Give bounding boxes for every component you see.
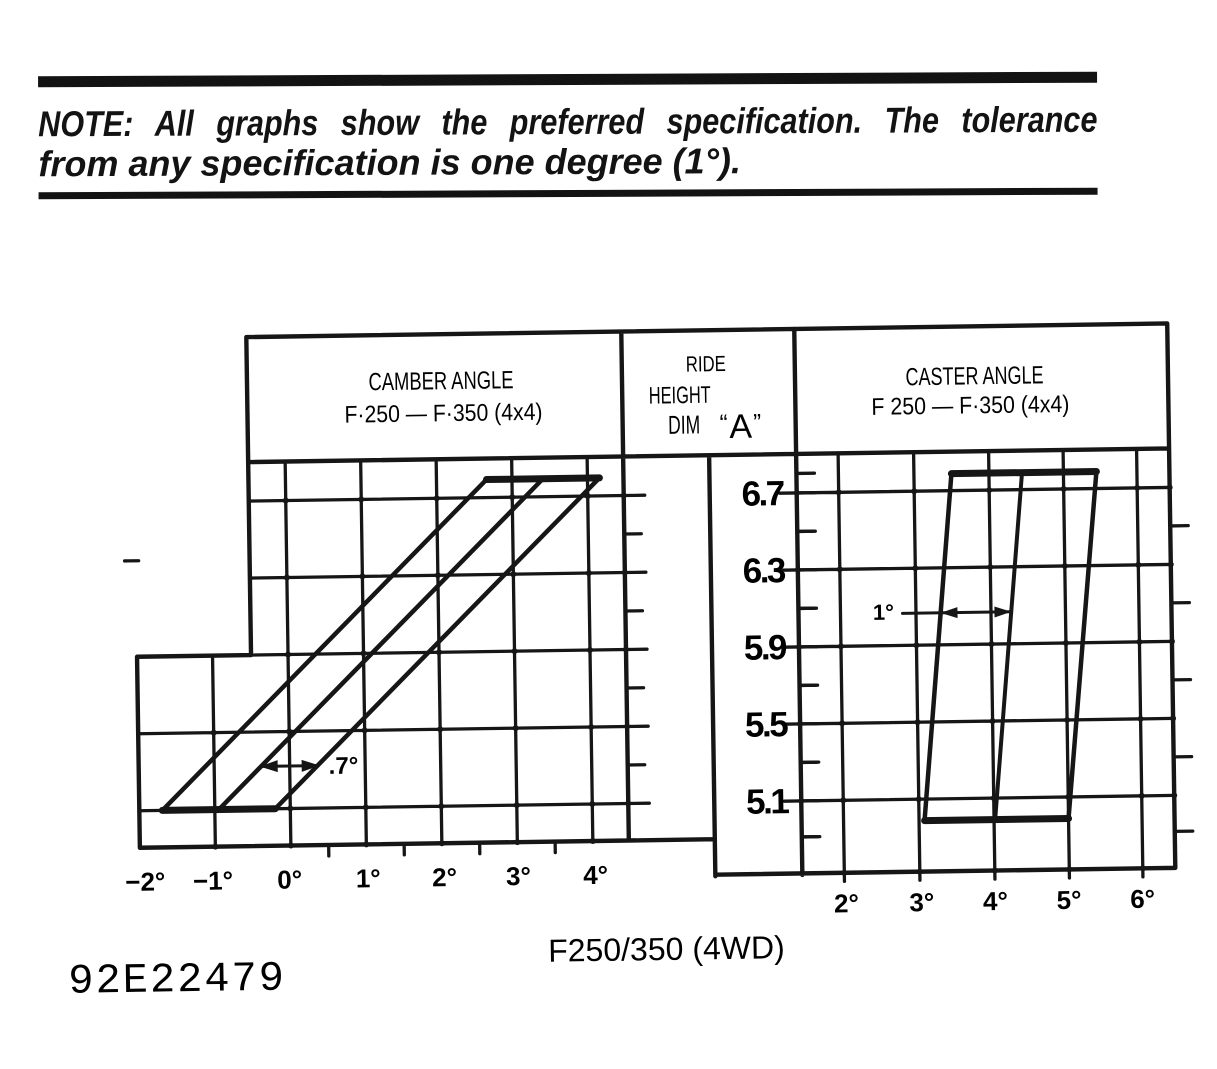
svg-text:4°: 4°	[583, 860, 608, 890]
svg-text:A: A	[729, 408, 753, 446]
svg-text:4°: 4°	[983, 886, 1008, 916]
svg-text:”: ”	[753, 409, 761, 436]
svg-text:5.9: 5.9	[744, 628, 788, 668]
svg-text:−2°: −2°	[125, 866, 165, 897]
svg-text:6.7: 6.7	[741, 474, 784, 514]
svg-text:−1°: −1°	[193, 865, 233, 896]
svg-text:F250/350 (4WD): F250/350 (4WD)	[548, 929, 785, 969]
svg-text:HEIGHT: HEIGHT	[649, 382, 712, 410]
svg-text:2°: 2°	[432, 862, 457, 892]
svg-text:CASTER ANGLE: CASTER ANGLE	[905, 361, 1043, 391]
svg-text:3°: 3°	[506, 861, 531, 891]
svg-text:6°: 6°	[1130, 884, 1155, 914]
svg-text:92E22479: 92E22479	[68, 955, 286, 1006]
svg-text:RIDE: RIDE	[686, 351, 726, 377]
svg-text:3°: 3°	[909, 887, 934, 917]
svg-text:5°: 5°	[1056, 885, 1081, 915]
svg-text:1°: 1°	[356, 863, 381, 893]
svg-text:5.5: 5.5	[745, 705, 789, 745]
svg-text:“: “	[719, 410, 727, 437]
svg-text:0°: 0°	[277, 864, 302, 894]
svg-text:DIM: DIM	[668, 409, 700, 439]
svg-text:CAMBER ANGLE: CAMBER ANGLE	[368, 366, 513, 396]
svg-text:2°: 2°	[834, 888, 859, 918]
svg-text:F·250 — F·350 (4x4): F·250 — F·350 (4x4)	[344, 399, 542, 429]
svg-text:F 250 — F·350 (4x4): F 250 — F·350 (4x4)	[871, 391, 1069, 421]
svg-text:1°: 1°	[873, 600, 894, 625]
svg-text:.7°: .7°	[328, 752, 358, 779]
svg-text:6.3: 6.3	[742, 551, 786, 591]
svg-text:5.1: 5.1	[746, 782, 790, 822]
